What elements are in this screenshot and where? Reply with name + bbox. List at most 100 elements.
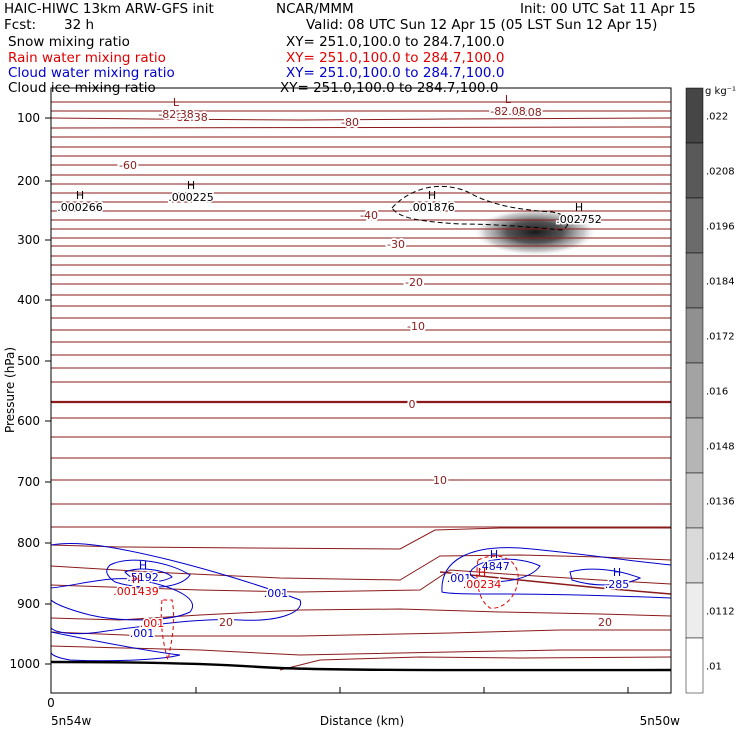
cloud-water-contour [51,578,193,621]
init-time: Init: 00 UTC Sat 11 Apr 15 [520,1,696,17]
mixing-ratio-contour-label: .001 [447,572,472,585]
high-marker: H [139,559,147,572]
colorbar-level-label: .022 [706,112,728,123]
colorbar-unit: g kg⁻¹ [705,86,736,97]
colorbar-swatch [685,527,704,584]
plot-frame [50,87,672,694]
rain-water-contour [476,555,519,609]
high-marker: H [490,548,498,561]
extremum-value-label: .5192 [127,571,159,584]
forecast-hours: 32 h [64,17,95,33]
isotherm-line [51,117,671,121]
y-tick: 600 [17,414,51,428]
isotherm-line [51,126,671,129]
y-tick: 1000 [9,657,51,671]
colorbar-swatch [685,197,704,254]
isotherm-value-label: -80 [341,116,359,129]
y-tick-label: 600 [17,414,40,428]
y-tick: 800 [17,536,51,550]
cloud-water-contour [469,558,541,582]
distance-axis: 0 5n54w Distance (km) 5n50w [47,687,680,728]
isotherm-line [279,656,671,671]
y-tick: 300 [17,233,51,247]
colorbar-level-label: .01 [706,662,722,673]
y-tick: 700 [17,475,51,489]
field-name-snow: Snow mixing ratio [8,34,130,50]
colorbar-swatch [685,142,704,199]
isotherm-value-label: -82.08 [506,106,541,119]
isotherm-value-label: -60 [119,159,137,172]
isotherm-value-label: 20 [598,616,612,629]
extremum-value-label: .00234 [463,578,502,591]
colorbar-level-label: .0172 [706,332,735,343]
isotherm-value-label: -40 [360,209,378,222]
colorbar-swatch [685,582,704,639]
isotherm-line [439,571,671,595]
colorbar: g kg⁻¹ .022 .0208 .0196 .0184 .0172 .016 .0148… [685,86,736,694]
colorbar-level-label: .0124 [706,552,735,563]
pressure-axis: 100 200 300 400 500 600 700 800 900 1000… [3,111,51,671]
low-marker: L [505,93,512,106]
isotherm-line [51,629,671,637]
colorbar-level-label: .0184 [706,277,735,288]
valid-time: Valid: 08 UTC Sun 12 Apr 15 (05 LST Sun … [306,17,658,33]
high-marker: H [575,201,583,214]
x-tick-zero: 0 [47,696,55,710]
colorbar-swatch [685,362,704,419]
cloud-water-contour [51,543,302,635]
high-marker: H [132,573,140,586]
mixing-ratio-contour-label: .001 [140,617,165,630]
field-name-rain: Rain water mixing ratio [8,50,166,66]
high-marker: H [187,179,195,192]
cloud-water-contour [51,631,181,662]
x-right-location: 5n50w [640,714,681,728]
y-tick-label: 100 [17,111,40,125]
isotherm-value-label: -20 [405,276,423,289]
y-tick: 500 [17,354,51,368]
rain-water-contour [160,599,175,661]
extremum-value-label: .285 [605,578,630,591]
y-tick-label: 500 [17,354,40,368]
mixing-ratio-contour-label: .001 [130,627,155,640]
y-tick: 400 [17,293,51,307]
cloud-water-contour [106,559,191,588]
temperature-contours [51,101,671,671]
colorbar-swatch [685,307,704,364]
cloud-water-contour [569,568,642,586]
y-tick-label: 200 [17,174,40,188]
field-xsec-rain: XY= 251.0,100.0 to 284.7,100.0 [286,50,505,66]
y-tick-label: 1000 [9,657,40,671]
extremum-value-label: .001876 [409,201,455,214]
colorbar-level-label: .0136 [706,497,735,508]
extremum-value-label: -82.38 [158,108,193,121]
colorbar-level-label: .0208 [706,167,735,178]
mixing-ratio-contour-label: .001 [264,587,289,600]
colorbar-level-label: .016 [706,387,728,398]
extremum-value-label: .002752 [556,213,602,226]
colorbar-swatch [685,637,704,694]
forecast-label: Fcst: [4,17,37,33]
colorbar-swatch [685,472,704,529]
contour-labels: -82.38 -80 -60 -40 -30 -20 -10 0 10 20 20 -82.08 .00… [117,104,614,642]
extremum-value-label: .000225 [168,191,214,204]
field-xsec-cloud-water: XY= 251.0,100.0 to 284.7,100.0 [286,65,505,81]
colorbar-swatch [685,252,704,309]
colorbar-swatch [685,87,704,144]
field-name-cloud-water: Cloud water mixing ratio [8,65,175,81]
isotherm-value-label: 20 [219,616,233,629]
y-tick-label: 900 [17,597,40,611]
y-tick-label: 400 [17,293,40,307]
plot-title: HAIC-HIWC 13km ARW-GFS init [4,1,214,17]
cloud-water-contour [124,568,173,583]
isotherm-value-label: 10 [433,474,447,487]
x-left-location: 5n54w [51,714,92,728]
high-marker: H [428,189,436,202]
low-marker: L [173,96,180,109]
y-axis-title: Pressure (hPa) [3,347,17,433]
rain-water-contours [160,555,519,661]
colorbar-level-label: .0148 [706,442,735,453]
isotherm-value-label: -30 [387,238,405,251]
y-tick: 100 [17,111,51,125]
